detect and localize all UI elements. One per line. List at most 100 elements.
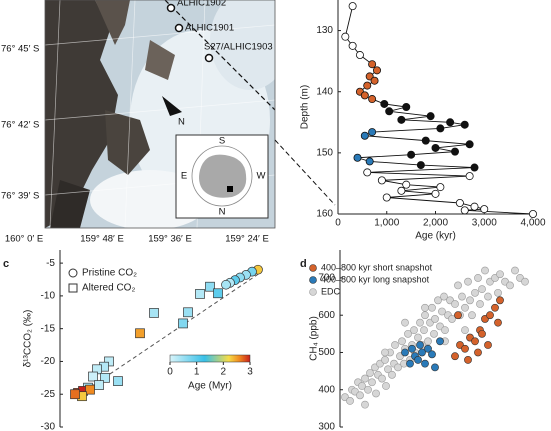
inset-label: W bbox=[257, 171, 266, 182]
colorbar-tick-label: 0 bbox=[167, 367, 173, 378]
lon-label: 160° 0′ E bbox=[5, 234, 43, 245]
y-tick-label: -5 bbox=[46, 258, 55, 269]
ch4-point bbox=[356, 391, 364, 400]
y-tick-label: 400 bbox=[318, 384, 335, 395]
ch4-point bbox=[440, 292, 448, 301]
depth-line bbox=[344, 6, 534, 215]
site-label: ALHIC1902 bbox=[177, 0, 226, 9]
ch4-point bbox=[410, 326, 418, 335]
site-label: ALHIC1901 bbox=[185, 23, 234, 34]
inset-label: N bbox=[219, 207, 226, 218]
ch4-point bbox=[451, 300, 459, 308]
lat-label: 76° 45′ S bbox=[1, 44, 39, 55]
ch4-point bbox=[464, 356, 472, 364]
legend-marker bbox=[309, 288, 317, 296]
sample-point bbox=[363, 81, 372, 90]
ch4-point bbox=[378, 374, 386, 383]
sample-point bbox=[348, 41, 357, 50]
altered-point bbox=[195, 289, 205, 299]
ch4-point bbox=[484, 341, 492, 349]
ch4-point bbox=[511, 266, 519, 275]
altered-point bbox=[113, 376, 123, 386]
lon-label: 159° 36′ E bbox=[148, 234, 192, 245]
x-tick-label: 0 bbox=[335, 218, 341, 229]
sample-point bbox=[446, 118, 455, 127]
ch4-point bbox=[408, 344, 416, 353]
y-axis-label: Depth (m) bbox=[300, 85, 311, 129]
ch4-point bbox=[481, 266, 489, 275]
sample-point bbox=[397, 115, 406, 124]
ch4-point bbox=[401, 348, 409, 357]
y-axis-label: CH₄ (ppb) bbox=[309, 316, 320, 361]
sample-point bbox=[426, 112, 435, 121]
ch4-point bbox=[361, 374, 369, 383]
legend-label: Altered CO₂ bbox=[82, 283, 135, 294]
ch4-point bbox=[461, 303, 469, 312]
sample-point bbox=[529, 209, 538, 218]
ch4-point bbox=[496, 296, 504, 305]
ch4-point bbox=[381, 356, 389, 364]
ch4-point bbox=[346, 397, 354, 405]
ch4-point bbox=[424, 344, 432, 353]
ch4-point bbox=[366, 369, 374, 377]
altered-point bbox=[135, 328, 145, 339]
sample-point bbox=[402, 103, 411, 112]
sample-point bbox=[341, 32, 350, 41]
ch4-point bbox=[421, 359, 429, 368]
ch4-point bbox=[494, 318, 502, 327]
ch4-point bbox=[391, 341, 399, 349]
sample-point bbox=[431, 143, 440, 152]
panel-label: d bbox=[300, 258, 307, 270]
y-tick-label: 150 bbox=[316, 147, 333, 158]
ch4-point bbox=[414, 333, 422, 342]
ch4-point bbox=[420, 326, 428, 335]
sample-point bbox=[480, 205, 489, 214]
lon-label: 159° 24′ E bbox=[225, 234, 269, 245]
ch4-point bbox=[424, 337, 432, 346]
ch4-point bbox=[431, 315, 439, 323]
ch4-point bbox=[401, 318, 409, 327]
ch4-point bbox=[421, 303, 429, 312]
inset bbox=[175, 134, 269, 219]
ch4-point bbox=[368, 378, 376, 387]
sample-point bbox=[382, 193, 391, 202]
legend-label: 400–800 kyr short snapshot bbox=[321, 262, 433, 272]
sample-point bbox=[385, 107, 394, 116]
ch4-point bbox=[406, 359, 414, 368]
y-tick-label: -20 bbox=[41, 356, 56, 367]
sample-point bbox=[416, 161, 425, 170]
ch4-point bbox=[521, 277, 529, 286]
ch4-point bbox=[494, 288, 502, 297]
sample-point bbox=[465, 140, 474, 149]
ch4-point bbox=[416, 318, 424, 327]
ch4-point bbox=[398, 337, 406, 346]
altered-point bbox=[88, 371, 98, 382]
sample-point bbox=[455, 198, 464, 207]
lat-label: 76° 42′ S bbox=[1, 120, 39, 131]
legend-label: 400–800 kyr long snapshot bbox=[321, 274, 430, 284]
ch4-point bbox=[461, 344, 469, 353]
sample-point bbox=[470, 163, 479, 172]
altered-point bbox=[104, 356, 114, 367]
sample-point bbox=[368, 128, 377, 137]
inset-label: E bbox=[181, 171, 187, 182]
ch4-point bbox=[428, 303, 436, 312]
ch4-point bbox=[382, 382, 390, 390]
ch4-point bbox=[414, 356, 422, 364]
ch4-point bbox=[388, 370, 396, 379]
y-axis-label: δ¹³CCO₂ (‰) bbox=[23, 310, 34, 368]
ch4-point bbox=[416, 341, 424, 349]
ch4-point bbox=[430, 329, 438, 338]
legend-marker bbox=[309, 276, 317, 284]
ch4-point bbox=[404, 329, 412, 338]
legend-label: EDC bbox=[321, 286, 341, 296]
ch4-point bbox=[491, 303, 499, 312]
ch4-point bbox=[474, 348, 482, 357]
inset-label: S bbox=[219, 136, 225, 147]
sample-point bbox=[372, 66, 381, 75]
ch4-point bbox=[476, 300, 484, 308]
sample-point bbox=[360, 131, 369, 140]
sample-point bbox=[431, 189, 440, 198]
y-tick-label: 160 bbox=[316, 209, 333, 220]
